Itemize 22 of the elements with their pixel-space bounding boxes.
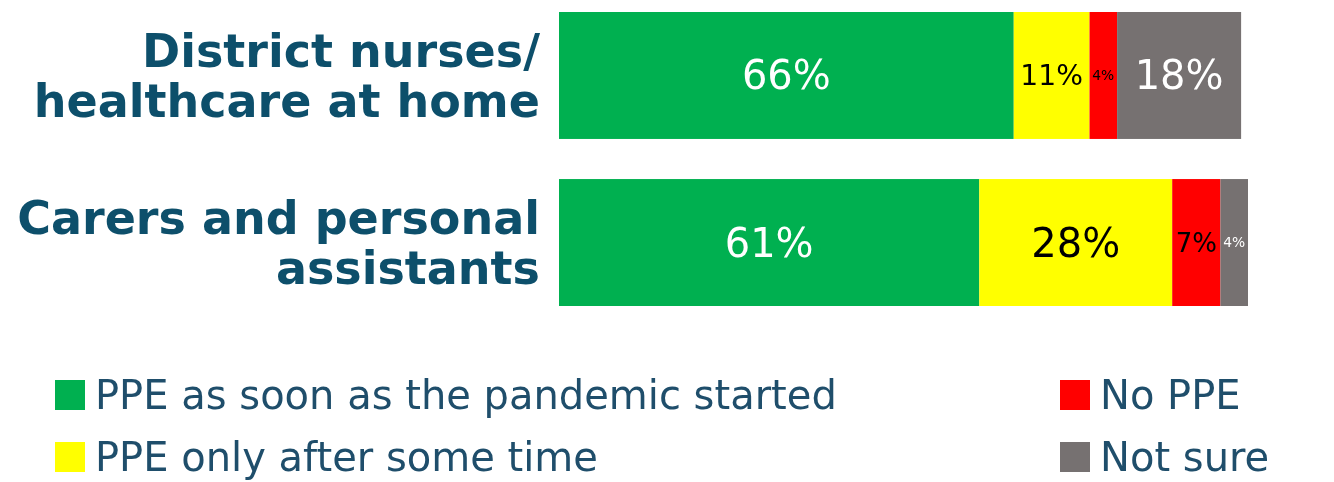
bar: [1220, 179, 1248, 306]
bar: [979, 179, 1173, 306]
legend-label: PPE only after some time: [95, 434, 598, 480]
legend-label: PPE as soon as the pandemic started: [95, 372, 837, 418]
data-label: 4%: [1092, 67, 1115, 84]
y-tick-label: Carers and personal assistants: [17, 190, 540, 295]
data-label: 66%: [741, 52, 831, 99]
data-label: 28%: [1031, 219, 1121, 266]
data-label: 18%: [1134, 52, 1224, 99]
bar: [1089, 12, 1118, 139]
bar: [1117, 12, 1242, 139]
data-label: 61%: [724, 219, 814, 266]
legend-label: Not sure: [1100, 434, 1270, 480]
y-tick-label: District nurses/ healthcare at home: [33, 23, 541, 128]
bar: [1013, 12, 1090, 139]
data-label: 11%: [1020, 59, 1083, 93]
data-label: 7%: [1175, 227, 1217, 258]
bar: [559, 12, 1014, 139]
bar: [559, 179, 980, 306]
legend-label: No PPE: [1100, 372, 1241, 418]
bar: [1172, 179, 1221, 306]
data-label: 4%: [1223, 234, 1246, 251]
